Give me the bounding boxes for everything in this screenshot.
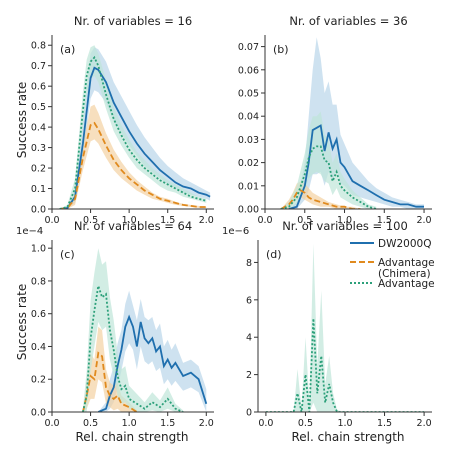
panel-letter: (b) <box>273 43 289 56</box>
series-line-0 <box>288 124 424 209</box>
series-line-1 <box>280 189 361 209</box>
legend-label-chimera-1: Advantage (Chimera) <box>378 257 435 280</box>
y-tick-label: 0.02 <box>238 158 259 169</box>
x-axis-label-left: Rel. chain strength <box>76 430 189 444</box>
y-tick-label: 0 <box>246 408 252 419</box>
panel-4: 0 2 4 6 8 0.0 0.5 1.0 1.5 2.0 Nr. of variables = 1… <box>222 219 432 429</box>
series-line-0 <box>265 318 425 412</box>
panel-title: Nr. of variables = 100 <box>282 219 408 233</box>
x-tick-label: 0.5 <box>297 215 312 226</box>
panel-3: 0.0 0.2 0.4 0.6 0.8 1.0 0.0 0.5 1.0 1.5 2.0 Nr. of … <box>16 219 214 429</box>
y-tick-label: 0.6 <box>31 309 46 320</box>
x-tick-label: 2.0 <box>416 215 431 226</box>
x-tick-label: 0.0 <box>257 215 272 226</box>
y-tick-label: 0.2 <box>31 375 46 386</box>
y-axis-label-top: Success rate <box>15 82 29 159</box>
y-tick-label: 0.3 <box>31 143 46 154</box>
y-tick-label: 0.7 <box>31 61 46 72</box>
x-tick-label: 1.0 <box>337 418 352 429</box>
y-tick-label: 0.8 <box>31 41 46 52</box>
x-tick-label: 1.0 <box>337 215 352 226</box>
y-tick-label: 0.06 <box>238 65 259 76</box>
panel-letter: (a) <box>60 43 75 56</box>
series-line-1 <box>82 351 138 412</box>
panel-letter: (c) <box>60 248 75 261</box>
confidence-band-0 <box>59 47 211 209</box>
confidence-band-2 <box>82 248 184 412</box>
series-line-2 <box>280 145 377 209</box>
x-tick-label: 1.0 <box>122 215 137 226</box>
x-tick-label: 1.0 <box>122 418 137 429</box>
y-tick-label: 0.4 <box>31 123 46 134</box>
y-axis-scale-offset: 1e−4 <box>16 226 43 237</box>
y-tick-label: 0.6 <box>31 82 46 93</box>
confidence-band-0 <box>265 243 425 412</box>
y-tick-label: 8 <box>246 258 252 269</box>
series-line-0 <box>59 66 211 209</box>
x-tick-label: 0.0 <box>44 418 59 429</box>
panels-group: 0.0 0.1 0.2 0.3 0.4 0.5 0.6 0.7 0.8 0.0 0.5 1.0 1.5 2… <box>16 14 432 429</box>
confidence-band-0 <box>98 290 207 412</box>
legend-label-advantage: Advantage <box>378 278 435 290</box>
y-tick-label: 0.8 <box>31 276 46 287</box>
panel-title: Nr. of variables = 64 <box>74 219 192 233</box>
legend-label-dw2000q: DW2000Q <box>378 238 431 250</box>
panel-title: Nr. of variables = 16 <box>74 14 192 28</box>
series-line-2 <box>59 55 207 209</box>
y-tick-label: 0.07 <box>238 42 259 53</box>
confidence-band-2 <box>59 45 207 209</box>
confidence-band-1 <box>59 104 207 209</box>
panel-letter: (d) <box>266 248 282 261</box>
y-tick-label: 0.00 <box>238 205 259 216</box>
y-tick-label: 0.4 <box>31 342 46 353</box>
y-tick-label: 0.03 <box>238 135 259 146</box>
y-tick-label: 6 <box>246 295 252 306</box>
y-axis-scale-offset: 1e−6 <box>222 226 249 237</box>
x-tick-label: 1.5 <box>377 215 392 226</box>
panel-2: 0.00 0.01 0.02 0.03 0.04 0.05 0.06 0.07 0.0 0.5 1.… <box>238 14 432 226</box>
y-tick-label: 0.01 <box>238 181 259 192</box>
series-line-2 <box>82 285 184 412</box>
panel-1: 0.0 0.1 0.2 0.3 0.4 0.5 0.6 0.7 0.8 0.0 0.5 1.0 1.5 2… <box>31 14 214 226</box>
x-tick-label: 2.0 <box>199 215 214 226</box>
x-tick-label: 0.5 <box>83 215 98 226</box>
y-tick-label: 2 <box>246 370 252 381</box>
x-tick-label: 0.0 <box>258 418 273 429</box>
confidence-band-1 <box>82 326 137 412</box>
x-tick-label: 1.5 <box>160 418 175 429</box>
y-tick-label: 0.1 <box>31 184 46 195</box>
x-axis-label-right: Rel. chain strength <box>292 430 405 444</box>
y-tick-label: 1.0 <box>31 244 46 255</box>
series-line-1 <box>59 121 207 209</box>
legend: DW2000Q Advantage (Chimera) Advantage <box>350 238 435 290</box>
x-tick-label: 2.0 <box>417 418 432 429</box>
x-tick-label: 1.5 <box>377 418 392 429</box>
x-tick-label: 2.0 <box>199 418 214 429</box>
panel-title: Nr. of variables = 36 <box>289 14 407 28</box>
y-tick-label: 0.04 <box>238 112 259 123</box>
x-tick-label: 0.5 <box>298 418 313 429</box>
y-tick-label: 0.2 <box>31 164 46 175</box>
y-tick-label: 0.0 <box>31 408 46 419</box>
y-tick-label: 4 <box>246 333 252 344</box>
y-tick-label: 0.05 <box>238 89 259 100</box>
x-tick-label: 0.5 <box>83 418 98 429</box>
y-axis-label-bottom: Success rate <box>15 284 29 361</box>
y-tick-label: 0.5 <box>31 102 46 113</box>
x-tick-label: 1.5 <box>160 215 175 226</box>
y-tick-label: 0.0 <box>31 205 46 216</box>
x-tick-label: 0.0 <box>44 215 59 226</box>
